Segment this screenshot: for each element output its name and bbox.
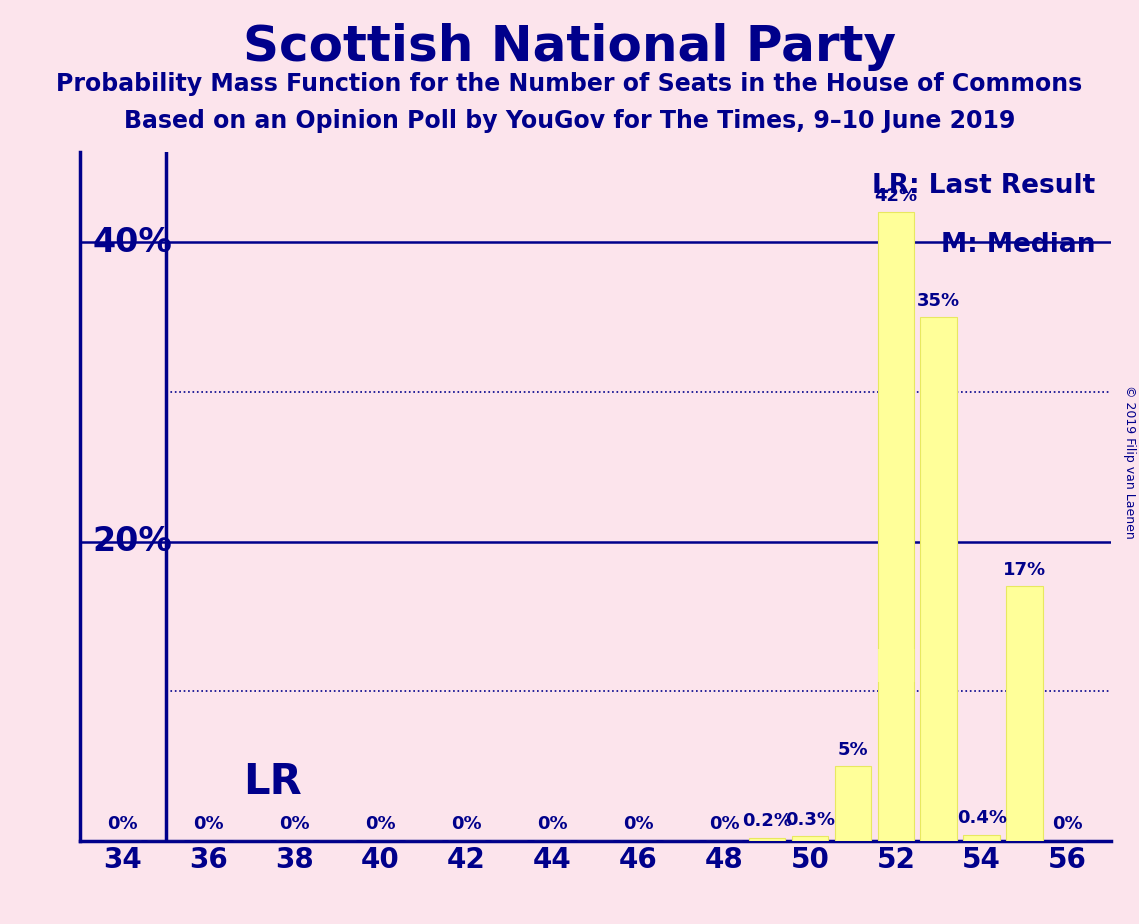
Text: 0%: 0% xyxy=(279,815,310,833)
Bar xyxy=(877,213,913,841)
Text: © 2019 Filip van Laenen: © 2019 Filip van Laenen xyxy=(1123,385,1137,539)
Text: 20%: 20% xyxy=(92,525,172,558)
Text: LR: Last Result: LR: Last Result xyxy=(871,173,1095,199)
Text: 0%: 0% xyxy=(708,815,739,833)
Text: 0%: 0% xyxy=(536,815,567,833)
Text: LR: LR xyxy=(243,761,302,804)
Bar xyxy=(920,317,957,841)
Text: 0%: 0% xyxy=(623,815,654,833)
Bar xyxy=(748,838,785,841)
Text: 0%: 0% xyxy=(366,815,395,833)
Text: M: M xyxy=(874,649,918,691)
Text: 42%: 42% xyxy=(875,187,917,205)
Text: 0.3%: 0.3% xyxy=(785,811,835,829)
Text: 0%: 0% xyxy=(451,815,482,833)
Text: 0%: 0% xyxy=(194,815,224,833)
Text: Scottish National Party: Scottish National Party xyxy=(243,23,896,71)
Bar xyxy=(1007,587,1043,841)
Text: 17%: 17% xyxy=(1003,561,1047,579)
Bar xyxy=(835,766,871,841)
Bar xyxy=(964,835,1000,841)
Text: Probability Mass Function for the Number of Seats in the House of Commons: Probability Mass Function for the Number… xyxy=(56,72,1083,96)
Text: 40%: 40% xyxy=(92,225,172,259)
Text: 0%: 0% xyxy=(1052,815,1083,833)
Text: M: Median: M: Median xyxy=(941,232,1095,258)
Text: 0%: 0% xyxy=(107,815,138,833)
Text: 35%: 35% xyxy=(917,292,960,310)
Bar xyxy=(792,836,828,841)
Text: 0.4%: 0.4% xyxy=(957,809,1007,827)
Text: 0.2%: 0.2% xyxy=(741,812,792,831)
Text: Based on an Opinion Poll by YouGov for The Times, 9–10 June 2019: Based on an Opinion Poll by YouGov for T… xyxy=(124,109,1015,133)
Text: 5%: 5% xyxy=(837,740,868,759)
